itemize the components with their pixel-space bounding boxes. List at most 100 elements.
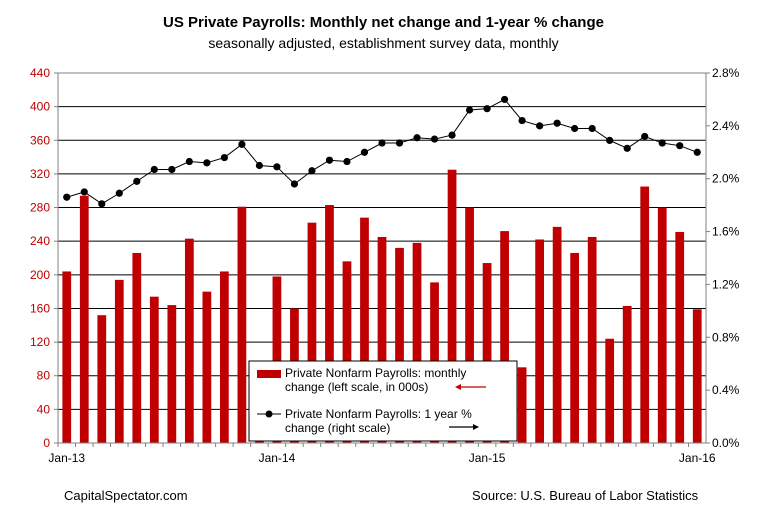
right-tick-label: 2.0% (712, 172, 740, 186)
right-tick-label: 2.8% (712, 66, 740, 80)
left-tick-label: 320 (30, 167, 50, 181)
line-point (185, 157, 193, 166)
bar (692, 309, 702, 443)
left-tick-label: 120 (30, 335, 50, 349)
bar (482, 263, 492, 443)
bar (675, 231, 685, 443)
line-point (395, 139, 404, 147)
x-tick-label: Jan-15 (469, 451, 506, 465)
right-tick-label: 0.4% (712, 383, 740, 397)
legend-box (248, 360, 518, 442)
line-point (448, 131, 456, 139)
line-point (98, 200, 106, 208)
line-point (465, 106, 474, 114)
line-point (430, 135, 439, 143)
bar (500, 231, 509, 443)
bar (657, 207, 667, 443)
line-point (80, 188, 88, 196)
bar (272, 276, 282, 443)
legend: Private Nonfarm Payrolls: monthly change… (248, 360, 518, 442)
legend-line-line2: change (right scale) (285, 421, 390, 435)
bar (640, 186, 650, 444)
line-point (115, 189, 123, 197)
left-tick-label: 360 (30, 133, 50, 147)
legend-bar-line2: change (left scale, in 000s) (285, 380, 428, 394)
footer-source: Source: U.S. Bureau of Labor Statistics (472, 488, 699, 503)
bar (202, 291, 212, 443)
bar (605, 338, 615, 443)
left-axis: 0 40 80 120 160 200 240 280 320 360 400 440 (30, 66, 58, 450)
line-point (588, 124, 596, 133)
bar (465, 207, 474, 443)
bar (517, 367, 527, 443)
right-tick-label: 0.0% (712, 436, 740, 450)
bar (114, 279, 124, 443)
line-point (413, 134, 421, 142)
bar (97, 315, 107, 443)
line-point (571, 124, 579, 133)
line-point (360, 148, 369, 156)
line-point (518, 116, 526, 125)
footer-credit: CapitalSpectator.com (64, 488, 188, 503)
bar (552, 226, 562, 443)
bar (237, 206, 247, 443)
bar (377, 236, 387, 443)
line-point (483, 105, 491, 113)
line-point (676, 142, 684, 150)
bar (62, 271, 72, 443)
legend-swatch-marker (265, 410, 273, 418)
left-tick-label: 40 (37, 402, 51, 416)
bar (587, 236, 597, 443)
left-tick-label: 440 (30, 66, 50, 80)
right-tick-label: 2.4% (712, 119, 740, 133)
left-tick-label: 280 (30, 201, 50, 215)
bar (184, 238, 194, 443)
line-point (623, 144, 631, 152)
bar (412, 242, 422, 443)
x-tick-label: Jan-16 (679, 451, 716, 465)
red-arrow-icon (455, 384, 486, 390)
x-tick-label: Jan-13 (48, 451, 85, 465)
line-point (290, 180, 299, 188)
x-tick-label: Jan-14 (259, 451, 296, 465)
left-tick-label: 240 (30, 234, 50, 248)
left-tick-label: 400 (30, 100, 50, 114)
plot-area-frame (57, 72, 707, 444)
line-point (168, 165, 176, 174)
left-tick-label: 80 (37, 369, 51, 383)
line-point (343, 157, 351, 166)
chart-subtitle: seasonally adjusted, establishment surve… (208, 35, 559, 51)
line-point (203, 159, 211, 167)
right-tick-label: 1.2% (712, 277, 740, 291)
line-point (693, 148, 701, 156)
bar (79, 195, 89, 443)
left-tick-label: 160 (30, 301, 50, 315)
bar (570, 252, 580, 443)
bar (342, 261, 352, 443)
right-axis: 0.0% 0.4% 0.8% 1.2% 1.6% 2.0% 2.4% 2.8% (706, 66, 740, 450)
bar (360, 217, 369, 443)
line-point (553, 119, 561, 127)
legend-line-line1: Private Nonfarm Payrolls: 1 year % (285, 407, 472, 421)
line-point (273, 163, 281, 171)
left-tick-label: 0 (43, 436, 50, 450)
line-point (63, 193, 71, 201)
chart-title: US Private Payrolls: Monthly net change … (163, 14, 604, 31)
legend-bar-line1: Private Nonfarm Payrolls: monthly (285, 366, 466, 380)
line-point (378, 139, 386, 147)
gridlines (58, 106, 706, 410)
bar (325, 205, 334, 443)
bar (622, 305, 632, 443)
line-point (220, 153, 228, 162)
bar (132, 252, 142, 443)
line-point (238, 140, 246, 148)
line-point (606, 136, 614, 144)
x-axis: Jan-13 Jan-14 Jan-15 Jan-16 (48, 443, 716, 465)
bar (395, 247, 404, 443)
line-point (308, 167, 316, 175)
bar (307, 222, 317, 443)
line-point (133, 177, 141, 185)
line-point (536, 122, 544, 130)
line-point (500, 95, 509, 104)
